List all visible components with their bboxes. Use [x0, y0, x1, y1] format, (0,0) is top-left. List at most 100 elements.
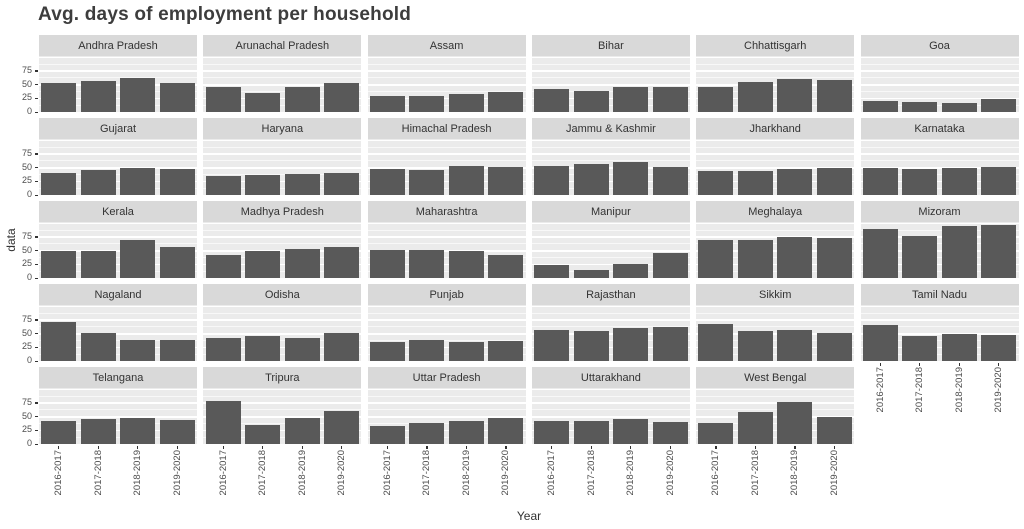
gridline-major	[367, 194, 526, 196]
gridline-major	[531, 56, 690, 59]
y-tick-mark	[35, 250, 38, 252]
gridline-major	[203, 402, 362, 404]
bar	[284, 173, 320, 195]
gridline-minor	[531, 353, 690, 355]
facet-cell: Haryana	[203, 118, 362, 196]
gridline-minor	[203, 146, 362, 148]
gridline-minor	[367, 436, 526, 438]
x-tick-mark	[958, 363, 960, 366]
y-tick-mark	[35, 443, 38, 445]
facet-strip: Madhya Pradesh	[203, 201, 362, 222]
gridline-major	[203, 180, 362, 183]
facet-panel	[860, 305, 1019, 362]
gridline-major	[531, 194, 690, 196]
y-tick-label: 75	[21, 230, 32, 241]
gridline-major	[696, 84, 855, 86]
x-tick-label: 2017-2018	[257, 450, 269, 496]
bar	[120, 340, 156, 361]
facet-cell: Punjab	[367, 284, 526, 362]
x-tick-mark	[176, 446, 178, 449]
y-tick-label: 50	[21, 327, 32, 338]
gridline-major	[367, 236, 526, 238]
bar	[862, 229, 898, 278]
gridline-major	[531, 222, 690, 225]
facet-strip-label: Himachal Pradesh	[401, 122, 492, 135]
gridline-major	[860, 360, 1019, 362]
bar	[737, 411, 773, 444]
gridline-minor	[696, 91, 855, 92]
gridline-minor	[367, 395, 526, 397]
bar	[448, 420, 484, 444]
gridline-minor	[531, 104, 690, 106]
gridline-major	[203, 97, 362, 100]
bar	[777, 237, 813, 278]
y-tick-mark	[35, 402, 38, 404]
y-tick-label: 0	[26, 438, 32, 449]
bar	[652, 421, 688, 444]
gridline-major	[696, 222, 855, 225]
gridline-major	[860, 319, 1019, 321]
gridline-minor	[531, 77, 690, 79]
gridline-minor	[696, 395, 855, 397]
y-tick-label: 0	[26, 355, 32, 366]
gridline-major	[696, 346, 855, 349]
gridline-major	[367, 402, 526, 404]
facet-panel	[203, 388, 362, 445]
bar	[41, 172, 77, 195]
gridline-major	[39, 416, 197, 418]
gridline-major	[531, 277, 690, 279]
bar	[80, 332, 116, 361]
facet-cell: Manipur	[531, 201, 690, 279]
facet-strip: Tripura	[203, 367, 362, 388]
gridline-minor	[531, 63, 690, 65]
gridline-major	[367, 222, 526, 225]
gridline-minor	[696, 353, 855, 355]
facet-strip-label: Sikkim	[758, 288, 792, 301]
facet-cell: Gujarat	[39, 118, 197, 196]
x-tick-mark	[833, 446, 836, 449]
x-axis-title: Year	[516, 509, 542, 523]
gridline-major	[39, 70, 197, 72]
gridline-major	[203, 236, 362, 238]
facet-cell: Maharashtra	[367, 201, 526, 279]
x-tick-label: 2016-2017	[710, 450, 722, 496]
y-tick-label: 50	[21, 410, 32, 421]
gridline-minor	[39, 436, 197, 438]
gridline-major	[203, 263, 362, 266]
facet-panel	[203, 305, 362, 362]
gridline-major	[367, 56, 526, 59]
gridline-major	[696, 277, 855, 279]
gridline-major	[203, 305, 362, 308]
gridline-major	[203, 194, 362, 196]
gridline-minor	[39, 409, 197, 411]
x-tick-mark	[137, 446, 139, 449]
gridline-major	[860, 346, 1019, 349]
facet-cell: Kerala	[39, 201, 197, 279]
x-tick-mark	[669, 446, 671, 449]
gridline-major	[531, 402, 690, 404]
gridline-minor	[531, 257, 690, 258]
bar	[245, 424, 281, 444]
facet-strip: Himachal Pradesh	[367, 118, 526, 139]
bar	[488, 91, 524, 112]
facet-strip: Nagaland	[39, 284, 197, 305]
gridline-major	[367, 305, 526, 308]
gridline-minor	[367, 77, 526, 79]
bar	[488, 340, 524, 361]
facet-strip-label: Manipur	[591, 205, 631, 218]
gridline-minor	[531, 326, 690, 328]
bar	[488, 254, 524, 278]
gridline-major	[696, 263, 855, 266]
bar	[698, 422, 734, 444]
gridline-minor	[860, 340, 1019, 341]
gridline-major	[860, 222, 1019, 225]
bar	[613, 161, 649, 195]
bar	[245, 93, 281, 112]
facet-panel	[696, 222, 855, 279]
gridline-major	[203, 388, 362, 391]
y-tick-mark	[35, 333, 38, 335]
gridline-minor	[860, 77, 1019, 79]
gridline-major	[696, 56, 855, 59]
bar	[816, 167, 852, 195]
x-tick-mark	[794, 446, 796, 449]
